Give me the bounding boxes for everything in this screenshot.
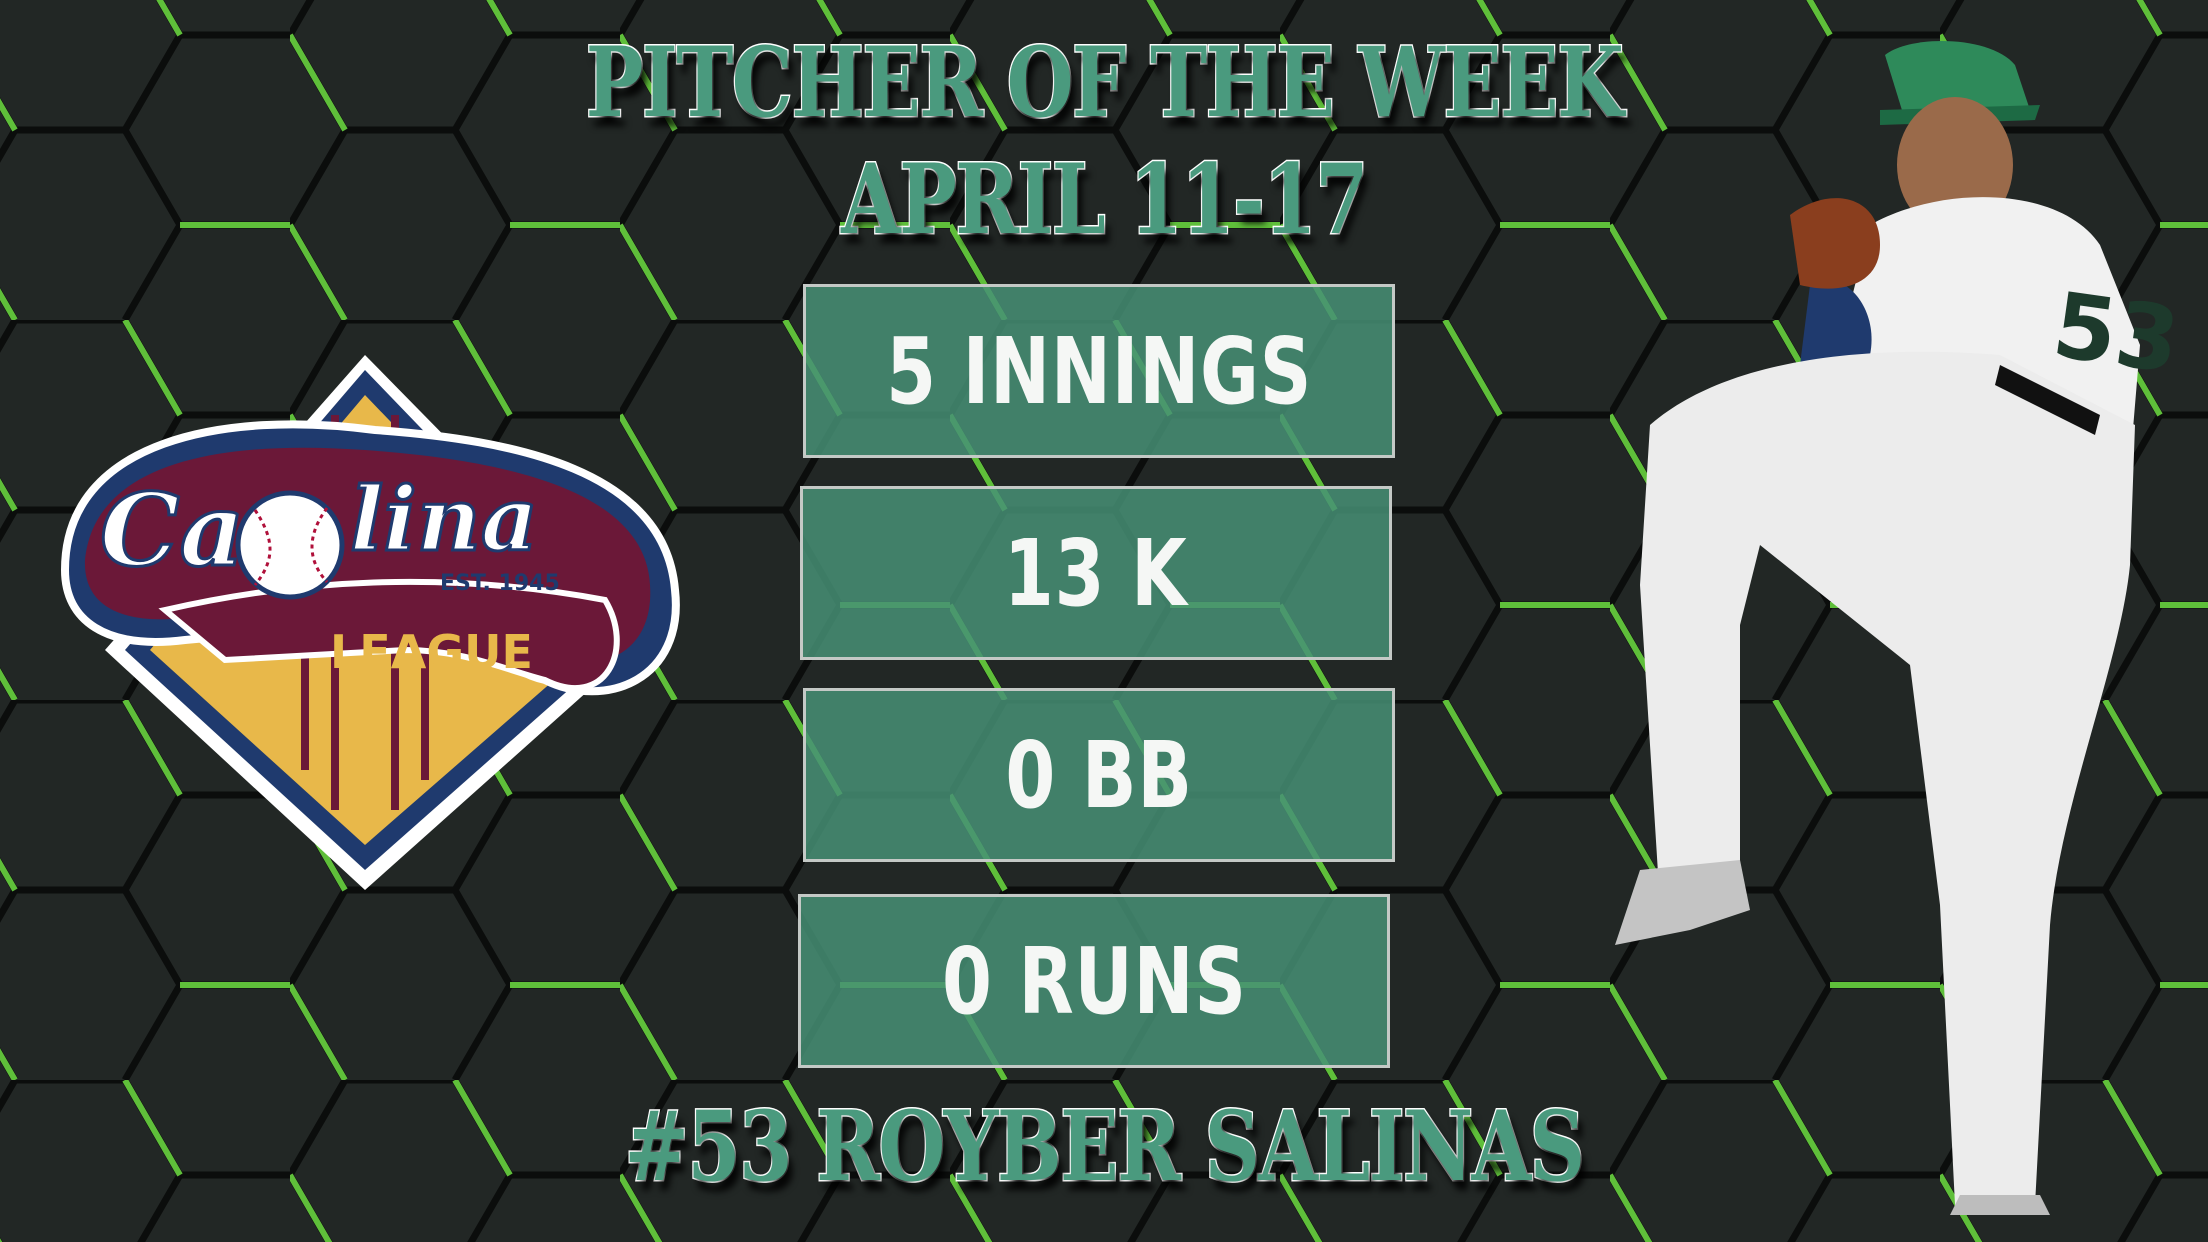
svg-text:EST. 1945: EST. 1945	[440, 571, 560, 596]
stat-label: 13 K	[1004, 519, 1188, 627]
stat-box-walks: 0 BB	[803, 688, 1395, 862]
svg-text:Ca: Ca	[100, 471, 244, 589]
date-range: APRIL 11-17	[840, 143, 1370, 256]
player-photo: 53	[1615, 41, 2180, 1215]
stat-label: 5 INNINGS	[885, 317, 1313, 425]
stat-label: 0 BB	[1005, 721, 1193, 829]
svg-text:lina: lina	[350, 467, 538, 571]
player-name: #53 ROYBER SALINAS	[623, 1090, 1586, 1203]
stat-label: 0 RUNS	[941, 927, 1247, 1035]
page-title: PITCHER OF THE WEEK	[585, 26, 1625, 139]
jersey-number: 53	[2047, 273, 2180, 394]
stat-box-runs: 0 RUNS	[798, 894, 1390, 1068]
carolina-league-logo: Ca lina EST. 1945 LEAGUE	[60, 355, 680, 890]
svg-text:LEAGUE: LEAGUE	[330, 625, 533, 679]
stat-box-innings: 5 INNINGS	[803, 284, 1395, 458]
stat-box-strikeouts: 13 K	[800, 486, 1392, 660]
